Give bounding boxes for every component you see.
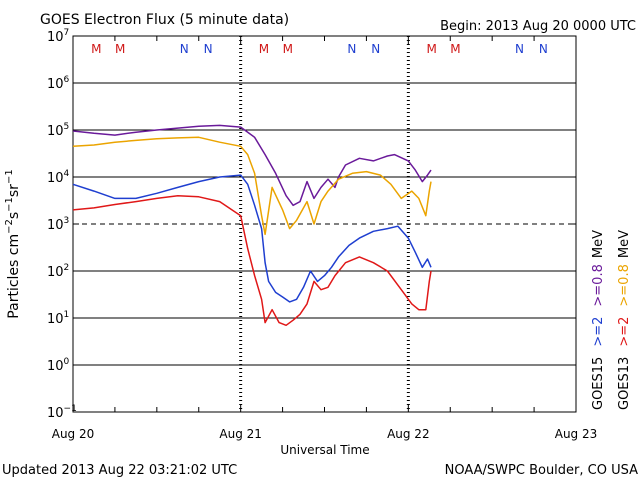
legend-goes15: GOES15 >=2 >=0.8 MeV	[591, 230, 606, 410]
y-axis-label: Particles cm−2s−1sr−1	[4, 169, 22, 318]
marker-m: M	[259, 42, 269, 56]
legend-goes15-unit: MeV	[591, 230, 606, 258]
marker-m: M	[283, 42, 293, 56]
marker-n: N	[180, 42, 189, 56]
x-axis-label: Universal Time	[280, 443, 369, 457]
y-tick-label: 103	[47, 216, 69, 233]
legend-goes15-label: GOES15	[591, 357, 606, 410]
marker-m: M	[91, 42, 101, 56]
series-line-goes15-ge2	[72, 174, 432, 303]
x-tick-label: Aug 21	[219, 427, 262, 441]
legend-goes15-ge2: >=2	[591, 317, 606, 347]
marker-n: N	[371, 42, 380, 56]
series-lines	[72, 124, 432, 327]
day-boundaries	[239, 36, 410, 412]
y-tick-label: 100	[47, 357, 70, 374]
marker-n: N	[515, 42, 524, 56]
legend: GOES15 >=2 >=0.8 MeV GOES13 >=2 >=0.8 MeV	[591, 230, 632, 410]
updated-timestamp: Updated 2013 Aug 22 03:21:02 UTC	[2, 463, 237, 478]
marker-n: N	[539, 42, 548, 56]
legend-goes13-ge2: >=2	[617, 317, 632, 347]
marker-m: M	[450, 42, 460, 56]
gridlines	[73, 82, 576, 366]
legend-goes13-ge08: >=0.8	[617, 264, 632, 306]
marker-n: N	[204, 42, 213, 56]
y-axis-ticks: 107 106 105 104 103 102 101 100 10−1	[47, 28, 576, 421]
x-tick-label: Aug 23	[555, 427, 598, 441]
series-line-goes15-ge08	[72, 124, 432, 207]
legend-goes13: GOES13 >=2 >=0.8 MeV	[617, 230, 632, 410]
x-tick-label: Aug 20	[52, 427, 95, 441]
marker-m: M	[115, 42, 125, 56]
y-tick-label: 101	[47, 310, 69, 327]
legend-goes15-ge08: >=0.8	[591, 264, 606, 306]
chart-title: GOES Electron Flux (5 minute data)	[40, 12, 289, 28]
series-line-goes13-ge2	[72, 194, 432, 327]
x-tick-label: Aug 22	[387, 427, 430, 441]
y-tick-label: 10−1	[47, 404, 77, 421]
x-axis-ticks: Aug 20 Aug 21 Aug 22 Aug 23	[52, 36, 598, 441]
y-tick-label: 105	[47, 122, 69, 139]
marker-m: M	[426, 42, 436, 56]
begin-time: Begin: 2013 Aug 20 0000 UTC	[440, 19, 636, 34]
y-tick-label: 104	[47, 169, 70, 186]
marker-n: N	[347, 42, 356, 56]
legend-goes13-unit: MeV	[617, 230, 632, 258]
series-line-goes13-ge08	[72, 136, 432, 236]
y-tick-label: 102	[47, 263, 69, 280]
y-tick-label: 107	[47, 28, 69, 45]
legend-goes13-label: GOES13	[617, 357, 632, 410]
source-credit: NOAA/SWPC Boulder, CO USA	[445, 463, 638, 478]
y-tick-label: 106	[47, 75, 70, 92]
